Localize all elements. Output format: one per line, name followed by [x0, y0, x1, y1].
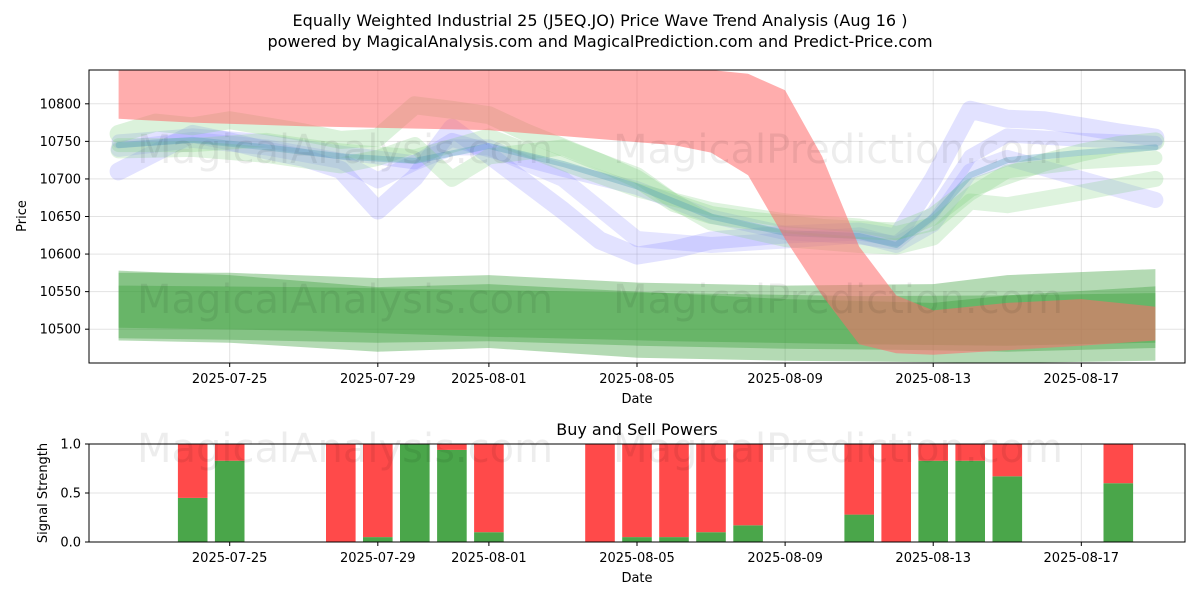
signal-x-tick-label-0: 2025-07-25: [192, 551, 268, 566]
buy-bar-14: [918, 460, 948, 542]
buy-bar-17: [1103, 483, 1134, 542]
sell-bar-12: [844, 444, 874, 515]
signal-y-tick-label-1: 0.5: [60, 487, 81, 502]
sell-bar-2: [326, 444, 356, 542]
price-y-tick-label-5: 10750: [40, 135, 81, 150]
buy-bar-11: [733, 525, 763, 542]
price-y-tick-label-6: 10800: [40, 97, 81, 112]
price-x-ticks: 2025-07-25 2025-07-29 2025-08-01 2025-08-05…: [192, 363, 1119, 387]
sell-bar-11: [733, 444, 763, 526]
sell-bar-9: [659, 444, 689, 538]
wave-line-3: [109, 96, 1165, 241]
signal-x-tick-label-1: 2025-07-29: [340, 551, 416, 566]
price-x-tick-label-3: 2025-08-05: [599, 372, 675, 387]
chart-title-line2: powered by MagicalAnalysis.com and Magic…: [267, 32, 932, 51]
price-plot: MagicalAnalysis.com MagicalPrediction.co…: [15, 69, 1186, 407]
signal-y-tick-label-0: 0.0: [60, 536, 81, 551]
buy-bar-10: [696, 532, 726, 542]
sell-bar-10: [696, 444, 726, 533]
buy-bar-4: [400, 444, 430, 542]
price-y-axis-label: Price: [15, 200, 30, 232]
signal-x-tick-label-3: 2025-08-05: [599, 551, 675, 566]
price-x-axis-label: Date: [621, 392, 652, 407]
sell-bar-6: [474, 444, 504, 533]
sell-bar-16: [992, 444, 1023, 477]
watermark-prediction-bottom: MagicalPrediction.com: [613, 426, 1063, 472]
price-y-tick-label-3: 10650: [40, 210, 81, 225]
red-trend-band: [118, 70, 1156, 355]
sell-bar-5: [437, 444, 467, 450]
buy-bar-1: [214, 460, 245, 542]
signal-x-tick-label-6: 2025-08-17: [1044, 551, 1120, 566]
signal-x-ticks: 2025-07-25 2025-07-29 2025-08-01 2025-08-05…: [192, 542, 1119, 566]
sell-bar-8: [622, 444, 652, 538]
price-x-tick-label-2: 2025-08-01: [451, 372, 527, 387]
sell-bar-17: [1103, 444, 1134, 484]
signal-watermarks: MagicalAnalysis.com MagicalPrediction.co…: [137, 426, 1063, 472]
chart-title-line1: Equally Weighted Industrial 25 (J5EQ.JO)…: [293, 11, 908, 30]
wave-line-6: [115, 136, 1159, 248]
price-y-ticks: 10500 10550 10600 10650 10700 10750 10800: [40, 97, 89, 338]
signal-y-axis-label: Signal Strength: [36, 443, 51, 543]
signal-x-tick-label-2: 2025-08-01: [451, 551, 527, 566]
price-x-tick-label-5: 2025-08-13: [895, 372, 971, 387]
sell-bar-14: [918, 444, 948, 461]
price-x-tick-label-4: 2025-08-09: [747, 372, 823, 387]
buy-bar-3: [363, 537, 393, 542]
buy-bar-8: [622, 537, 652, 542]
signal-x-tick-label-5: 2025-08-13: [895, 551, 971, 566]
wave-line-5: [111, 128, 1163, 240]
wave-line-0: [109, 100, 1165, 265]
wave-line-2: [111, 128, 1163, 250]
watermark-prediction-top: MagicalPrediction.com: [613, 127, 1063, 173]
wave-line-4: [110, 137, 1164, 255]
price-y-tick-label-1: 10550: [40, 285, 81, 300]
buy-bar-6: [474, 532, 504, 542]
watermark-prediction-mid: MagicalPrediction.com: [613, 277, 1063, 323]
price-y-tick-label-2: 10600: [40, 248, 81, 263]
signal-x-tick-label-4: 2025-08-09: [747, 551, 823, 566]
watermark-analysis-mid: MagicalAnalysis.com: [137, 277, 553, 323]
price-x-tick-label-1: 2025-07-29: [340, 372, 416, 387]
watermark-analysis-top: MagicalAnalysis.com: [137, 127, 553, 173]
buy-bar-16: [992, 476, 1023, 542]
signal-y-tick-label-2: 1.0: [60, 438, 81, 453]
sell-bar-3: [363, 444, 393, 538]
sell-bar-0: [177, 444, 208, 498]
signal-bars: [177, 444, 1134, 542]
price-y-tick-label-0: 10500: [40, 323, 81, 338]
buy-bar-0: [177, 497, 208, 542]
sell-bar-13: [881, 444, 911, 542]
buy-bar-5: [437, 449, 467, 542]
signal-plot: Buy and Sell Powers MagicalAnalysis.com …: [36, 420, 1186, 586]
price-y-tick-label-4: 10700: [40, 172, 81, 187]
price-x-tick-label-6: 2025-08-17: [1044, 372, 1120, 387]
wave-line-1: [110, 131, 1164, 253]
signal-chart-title: Buy and Sell Powers: [556, 420, 718, 439]
sell-bar-1: [214, 444, 245, 461]
buy-bar-9: [659, 537, 689, 542]
price-watermarks: MagicalAnalysis.com MagicalPrediction.co…: [137, 127, 1063, 323]
price-x-tick-label-0: 2025-07-25: [192, 372, 268, 387]
signal-x-axis-label: Date: [621, 571, 652, 586]
signal-y-ticks: 0.0 0.5 1.0: [60, 438, 89, 551]
buy-bar-15: [955, 460, 985, 542]
sell-bar-15: [955, 444, 985, 461]
sell-bar-7: [585, 444, 615, 542]
price-series: [109, 70, 1165, 363]
buy-bar-12: [844, 514, 874, 542]
watermark-analysis-bottom: MagicalAnalysis.com: [137, 426, 553, 472]
